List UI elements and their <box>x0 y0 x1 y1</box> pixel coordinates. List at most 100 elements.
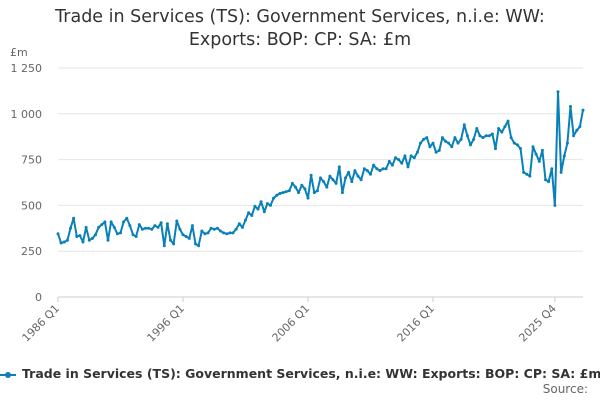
data-point <box>381 167 385 171</box>
data-point <box>228 231 232 235</box>
y-tick-label: 250 <box>21 245 42 258</box>
data-point <box>156 225 160 229</box>
data-point <box>184 235 188 238</box>
data-point <box>550 167 554 171</box>
data-point <box>222 231 226 235</box>
chart-title: Trade in Services (TS): Government Servi… <box>0 6 600 52</box>
data-point <box>553 203 557 207</box>
data-point <box>306 196 310 200</box>
x-tick-label: 2025 Q4 <box>516 302 559 345</box>
data-point <box>525 172 529 176</box>
data-point <box>90 236 94 240</box>
data-point <box>490 132 494 136</box>
data-point <box>544 178 547 182</box>
y-tick-label: 1 250 <box>11 62 43 75</box>
data-point <box>197 244 201 248</box>
data-point <box>444 139 447 143</box>
data-point <box>509 136 513 140</box>
data-point <box>122 220 126 224</box>
data-point <box>175 219 179 223</box>
data-point <box>484 134 488 138</box>
data-point <box>506 119 510 123</box>
data-point <box>500 130 504 134</box>
data-point <box>128 224 132 228</box>
series-line <box>56 90 585 248</box>
source-label: Source: <box>542 382 588 396</box>
data-point <box>187 236 191 240</box>
data-point <box>219 229 222 233</box>
data-point <box>100 223 104 227</box>
data-point <box>250 214 254 217</box>
data-point <box>269 203 272 207</box>
data-point <box>547 180 551 184</box>
data-point <box>540 148 544 152</box>
data-point <box>181 233 185 237</box>
data-point <box>465 134 469 138</box>
data-point <box>150 227 154 231</box>
data-point <box>303 187 307 191</box>
data-point <box>572 134 576 138</box>
data-point <box>378 169 382 173</box>
data-point <box>162 244 166 248</box>
data-point <box>190 224 194 228</box>
data-point <box>240 225 244 229</box>
x-axis: 1986 Q1 1996 Q1 2006 Q1 2016 Q1 2025 Q4 <box>20 296 583 345</box>
data-point <box>87 238 91 242</box>
data-point <box>272 196 276 200</box>
data-point <box>194 242 197 246</box>
data-point <box>428 145 432 149</box>
data-point <box>369 172 372 176</box>
data-point <box>178 227 182 231</box>
data-point <box>325 185 329 189</box>
data-point <box>125 216 129 220</box>
y-axis-label: £m <box>10 46 28 59</box>
data-point <box>78 234 82 238</box>
data-point <box>497 127 501 130</box>
data-point <box>375 167 379 171</box>
data-point <box>575 128 579 132</box>
data-point <box>475 127 479 130</box>
data-point <box>281 191 285 195</box>
data-point <box>487 134 491 138</box>
data-point <box>309 173 313 177</box>
data-point <box>294 185 297 189</box>
data-point <box>569 105 572 108</box>
data-point <box>209 226 213 230</box>
data-point <box>478 134 482 138</box>
data-point <box>365 169 369 173</box>
data-point <box>72 216 76 220</box>
data-point <box>334 181 338 185</box>
data-point <box>350 180 354 184</box>
data-point <box>387 159 391 163</box>
legend[interactable]: Trade in Services (TS): Government Servi… <box>0 366 600 381</box>
data-point <box>353 169 357 173</box>
data-point <box>256 207 260 211</box>
data-point <box>453 136 457 140</box>
data-point <box>422 137 426 141</box>
data-point <box>559 170 563 174</box>
y-axis: £m 0 250 500 750 1 000 1 250 <box>10 46 42 304</box>
data-point <box>75 235 79 238</box>
data-point <box>409 154 413 158</box>
data-point <box>62 240 66 244</box>
data-point <box>203 232 207 236</box>
data-point <box>528 174 532 178</box>
data-point <box>287 189 291 193</box>
data-point <box>65 238 69 242</box>
data-point <box>344 176 347 180</box>
data-point <box>225 232 229 236</box>
data-point <box>97 225 101 229</box>
data-point <box>459 137 463 141</box>
data-point <box>262 210 266 214</box>
data-point <box>165 222 169 226</box>
data-point <box>119 231 122 235</box>
data-point <box>147 226 151 230</box>
data-point <box>406 165 410 169</box>
chart-title-line-1: Trade in Services (TS): Government Servi… <box>55 7 545 27</box>
data-point <box>69 226 72 230</box>
data-point <box>578 125 582 129</box>
data-point <box>415 150 419 154</box>
data-point <box>494 147 497 151</box>
data-point <box>322 180 326 184</box>
